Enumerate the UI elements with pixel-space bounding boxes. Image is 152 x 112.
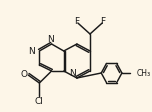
- Text: Cl: Cl: [35, 97, 44, 106]
- Text: O: O: [21, 70, 28, 79]
- Text: F: F: [101, 16, 106, 25]
- Text: F: F: [74, 16, 79, 25]
- Text: CH₃: CH₃: [137, 69, 151, 78]
- Text: N: N: [47, 35, 54, 44]
- Text: N: N: [69, 69, 76, 78]
- Text: N: N: [28, 47, 35, 56]
